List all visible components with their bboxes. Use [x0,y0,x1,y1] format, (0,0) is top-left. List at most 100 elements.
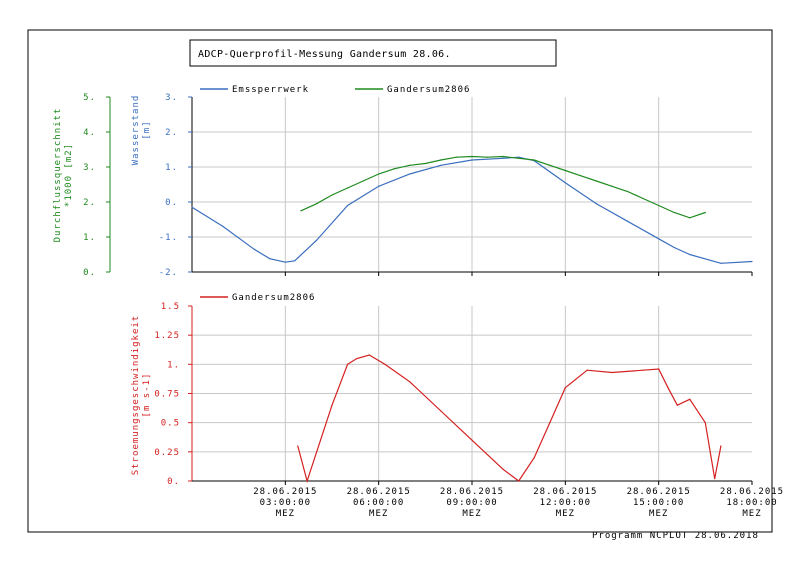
data-point-speed [440,410,442,412]
x-tick-time: 18:00:00 [726,498,777,508]
data-point-emssperrwerk [284,261,286,263]
wasserstand-tick-label: 2. [165,128,178,138]
durchfluss-tick-label: 4. [83,128,96,138]
durchfluss-tick-label: 5. [83,93,96,103]
data-point-speed [642,369,644,371]
durchfluss-tick-label: 2. [83,198,96,208]
data-point-speed [384,363,386,365]
speed-axis-label-unit: [m s-1] [142,373,152,418]
data-point-gandersum2806 [611,185,613,187]
durchfluss-tick-label: 0. [83,268,96,278]
series-line-speed [297,354,722,484]
durchfluss-tick-label: 3. [83,163,96,173]
speed-tick-label: 1.25 [154,331,180,341]
wasserstand-tick-label: -1. [159,233,178,243]
speed-tick-label: 1.5 [161,302,180,312]
x-tick-unit: MEZ [369,509,388,519]
data-point-speed [720,445,722,447]
data-point-speed [518,480,520,482]
data-point-gandersum2806 [300,210,302,212]
data-point-emssperrwerk [222,225,224,228]
data-point-emssperrwerk [346,204,349,207]
data-point-gandersum2806 [518,157,520,159]
data-point-emssperrwerk [378,185,380,187]
data-point-speed [611,371,613,374]
data-point-gandersum2806 [564,169,566,172]
wasserstand-tick-label: 0. [165,198,178,208]
data-point-speed [689,398,691,400]
data-point-speed [346,363,349,365]
data-point-gandersum2806 [533,159,535,161]
x-tick-date: 28.06.2015 [253,487,317,497]
x-tick-unit: MEZ [276,509,295,519]
data-point-speed [676,404,678,406]
x-tick-unit: MEZ [556,509,575,519]
speed-tick-label: 1. [167,360,180,370]
data-point-speed [564,387,566,389]
x-tick-date: 28.06.2015 [720,487,784,497]
x-tick-time: 12:00:00 [540,498,591,508]
chart-title: ADCP-Querprofil-Messung Gandersum 28.06. [198,49,451,60]
series-line-gandersum2806 [300,155,706,219]
data-point-gandersum2806 [471,155,473,158]
data-point-speed [471,439,473,441]
wasserstand-axis-label: Wasserstand [131,95,141,166]
data-point-gandersum2806 [440,159,442,161]
wasserstand-tick-label: 3. [165,93,178,103]
data-point-gandersum2806 [673,211,675,214]
data-point-speed [586,369,588,371]
speed-tick-label: 0. [167,477,180,487]
data-point-gandersum2806 [626,190,629,193]
x-tick-unit: MEZ [649,509,668,519]
data-point-emssperrwerk [564,182,566,184]
data-point-gandersum2806 [331,194,333,196]
x-tick-time: 06:00:00 [353,498,404,508]
speed-tick-label: 0.75 [154,390,180,400]
data-point-speed [331,404,333,406]
speed-tick-label: 0.25 [154,448,180,458]
legend-label-speed: Gandersum2806 [232,293,315,303]
speed-axis-label: Stroemungsgeschwindigkeit [131,315,141,475]
durchfluss-tick-label: 1. [83,233,96,243]
data-point-emssperrwerk [269,258,271,260]
data-point-emssperrwerk [294,260,296,262]
data-point-gandersum2806 [595,180,598,182]
wasserstand-axis-label-unit: [m] [142,120,152,139]
data-point-emssperrwerk [409,173,411,175]
x-tick-time: 15:00:00 [633,498,684,508]
data-point-gandersum2806 [580,175,582,177]
data-point-gandersum2806 [346,187,349,189]
data-point-emssperrwerk [471,159,473,161]
data-point-gandersum2806 [424,162,426,165]
data-point-speed [502,468,504,470]
legend-label-emssperrwerk: Emssperrwerk [232,85,309,95]
data-point-gandersum2806 [658,204,660,207]
speed-tick-label: 0.5 [161,419,180,429]
data-point-emssperrwerk [191,206,193,208]
data-point-emssperrwerk [253,248,255,250]
data-point-gandersum2806 [642,197,644,200]
x-tick-time: 09:00:00 [446,498,497,508]
data-point-gandersum2806 [362,180,364,182]
data-point-emssperrwerk [751,260,753,263]
data-point-gandersum2806 [315,203,318,205]
durchfluss-axis-label: Durchflussquerschnitt [53,108,63,243]
data-point-gandersum2806 [486,156,489,158]
x-tick-date: 28.06.2015 [440,487,504,497]
x-tick-time: 03:00:00 [260,498,311,508]
data-point-emssperrwerk [720,262,722,264]
data-point-emssperrwerk [673,246,675,249]
data-point-speed [533,457,535,459]
title-box [189,39,557,67]
footer-text: Programm NCPLOT 28.06.2018 [592,531,759,541]
data-point-speed [356,357,358,360]
data-point-speed [306,480,308,482]
wasserstand-tick-label: 1. [165,163,178,173]
data-point-emssperrwerk [315,239,318,242]
data-point-speed [667,387,669,389]
data-point-gandersum2806 [409,164,411,166]
data-point-emssperrwerk [502,157,504,159]
data-point-emssperrwerk [595,203,598,205]
data-point-gandersum2806 [393,168,395,170]
